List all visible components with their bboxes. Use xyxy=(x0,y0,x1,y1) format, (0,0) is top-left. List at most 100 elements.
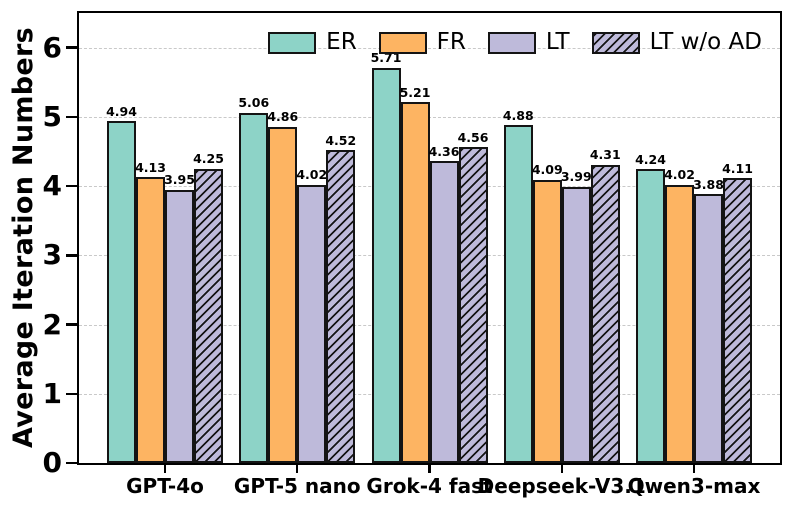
y-tick-mark-3 xyxy=(66,254,77,257)
bar-value-label: 4.24 xyxy=(635,151,666,167)
legend: ER FR LT LT w/o AD xyxy=(268,29,762,55)
y-tick-label-5: 5 xyxy=(42,99,62,133)
bar-lt-w-o-ad-gpt-5-nano xyxy=(326,150,356,463)
bar-value-label: 5.06 xyxy=(238,95,270,111)
bar-slot-lt-deepseek-v3-1: 3.99 xyxy=(560,13,592,463)
bar-value-label: 4.13 xyxy=(135,159,166,175)
legend-label-lt: LT xyxy=(545,29,570,55)
y-tick-label-3: 3 xyxy=(42,238,62,272)
legend-swatch-lt xyxy=(487,31,536,54)
x-tick-label-gpt-5-nano: GPT-5 nano xyxy=(233,474,361,498)
bar-slot-fr-grok-4-fast: 5.21 xyxy=(399,13,431,463)
bar-value-label: 5.71 xyxy=(370,50,402,66)
bar-value-label: 4.31 xyxy=(589,147,621,163)
bar-slot-lt-w-o-ad-gpt-5-nano: 4.52 xyxy=(325,13,357,463)
bar-lt-gpt-5-nano xyxy=(297,184,327,463)
bar-lt-w-o-ad-gpt-4o xyxy=(194,168,223,463)
bar-slot-lt-w-o-ad-grok-4-fast: 4.56 xyxy=(457,13,489,463)
y-tick-mark-5 xyxy=(66,115,77,119)
legend-item-fr: FR xyxy=(378,29,466,55)
bar-value-label: 3.95 xyxy=(164,172,195,188)
bar-slot-lt-w-o-ad-qwen3-max: 4.11 xyxy=(722,13,753,463)
bar-slot-lt-w-o-ad-deepseek-v3-1: 4.31 xyxy=(589,13,621,463)
legend-item-lt: LT xyxy=(487,29,570,55)
bar-slot-fr-gpt-5-nano: 4.86 xyxy=(267,13,299,463)
bar-value-label: 4.86 xyxy=(267,109,299,125)
y-tick-mark-1 xyxy=(66,392,77,395)
bar-lt-gpt-4o xyxy=(165,189,194,463)
bar-value-label: 4.09 xyxy=(531,162,563,178)
x-tick-mark-qwen3-max xyxy=(692,463,696,473)
legend-item-lt-w-o-ad: LT w/o AD xyxy=(591,29,762,55)
bar-slot-lt-w-o-ad-gpt-4o: 4.25 xyxy=(193,13,224,463)
bar-value-label: 3.99 xyxy=(560,169,592,185)
legend-label-lt-w-o-ad: LT w/o AD xyxy=(649,29,762,55)
bar-value-label: 4.88 xyxy=(502,107,534,123)
bar-er-grok-4-fast xyxy=(371,67,401,463)
legend-label-er: ER xyxy=(326,29,357,55)
x-tick-mark-gpt-5-nano xyxy=(296,463,299,473)
bar-slot-lt-grok-4-fast: 4.36 xyxy=(428,13,460,463)
bar-lt-qwen3-max xyxy=(694,194,723,463)
bar-slot-fr-qwen3-max: 4.02 xyxy=(664,13,695,463)
x-tick-mark-grok-4-fast xyxy=(428,463,431,473)
y-axis-title: Average Iteration Numbers xyxy=(7,27,39,449)
gridline-y-5 xyxy=(79,116,780,118)
bar-lt-w-o-ad-grok-4-fast xyxy=(458,147,488,463)
bar-slot-lt-qwen3-max: 3.88 xyxy=(693,13,724,463)
x-tick-mark-gpt-4o xyxy=(163,463,167,473)
y-tick-label-0: 0 xyxy=(42,446,62,479)
bar-slot-er-deepseek-v3-1: 4.88 xyxy=(502,13,534,463)
bar-slot-er-grok-4-fast: 5.71 xyxy=(370,13,402,463)
bar-value-label: 4.11 xyxy=(722,160,753,176)
y-tick-mark-6 xyxy=(66,46,77,49)
bar-fr-gpt-4o xyxy=(136,177,165,463)
legend-item-er: ER xyxy=(268,29,357,55)
legend-swatch-fr xyxy=(378,31,427,54)
bar-value-label: 5.21 xyxy=(399,84,431,100)
y-tick-label-1: 1 xyxy=(42,376,62,410)
bar-er-qwen3-max xyxy=(636,169,665,463)
bar-value-label: 4.02 xyxy=(664,167,695,183)
bar-value-label: 4.25 xyxy=(193,151,224,167)
bar-slot-lt-gpt-4o: 3.95 xyxy=(164,13,195,463)
x-tick-label-gpt-4o: GPT-4o xyxy=(126,474,204,498)
bar-value-label: 4.56 xyxy=(457,129,489,145)
bar-slot-fr-deepseek-v3-1: 4.09 xyxy=(531,13,563,463)
legend-swatch-er xyxy=(268,31,317,54)
bar-slot-er-gpt-4o: 4.94 xyxy=(106,13,137,463)
bar-value-label: 4.36 xyxy=(428,143,460,159)
plot-area: ER FR LT LT w/o AD 0 1 2 3 4 5 6 GPT-4o 4.94 4.13 3.9… xyxy=(43,11,782,498)
bar-lt-deepseek-v3-1 xyxy=(561,186,591,463)
bar-fr-deepseek-v3-1 xyxy=(532,179,562,463)
bar-fr-grok-4-fast xyxy=(400,102,430,463)
bar-value-label: 3.88 xyxy=(693,176,724,192)
bar-lt-w-o-ad-qwen3-max xyxy=(723,178,752,463)
bar-value-label: 4.52 xyxy=(325,132,357,148)
y-tick-mark-2 xyxy=(66,323,77,326)
y-axis-title-wrap: Average Iteration Numbers xyxy=(2,11,44,465)
bar-er-deepseek-v3-1 xyxy=(503,125,533,463)
legend-label-fr: FR xyxy=(436,29,466,55)
bar-fr-gpt-5-nano xyxy=(268,126,298,463)
bar-lt-w-o-ad-deepseek-v3-1 xyxy=(590,164,620,463)
y-tick-label-4: 4 xyxy=(42,169,62,203)
bar-er-gpt-4o xyxy=(107,121,136,463)
gridline-y-6 xyxy=(79,47,780,49)
bar-er-gpt-5-nano xyxy=(239,112,269,463)
bar-slot-er-qwen3-max: 4.24 xyxy=(635,13,666,463)
y-tick-mark-4 xyxy=(66,184,77,188)
y-tick-label-6: 6 xyxy=(42,30,62,64)
bar-value-label: 4.94 xyxy=(106,103,137,119)
y-tick-label-2: 2 xyxy=(42,307,62,341)
y-tick-mark-0 xyxy=(66,461,77,465)
bar-slot-er-gpt-5-nano: 5.06 xyxy=(238,13,270,463)
bar-fr-qwen3-max xyxy=(665,184,694,463)
bar-value-label: 4.02 xyxy=(296,167,328,183)
bar-slot-fr-gpt-4o: 4.13 xyxy=(135,13,166,463)
x-tick-label-deepseek-v3-1: Deepseek-V3.1 xyxy=(477,474,646,498)
x-tick-label-grok-4-fast: Grok-4 fast xyxy=(366,474,493,498)
legend-swatch-lt-w-o-ad xyxy=(591,31,640,54)
bar-slot-lt-gpt-5-nano: 4.02 xyxy=(296,13,328,463)
